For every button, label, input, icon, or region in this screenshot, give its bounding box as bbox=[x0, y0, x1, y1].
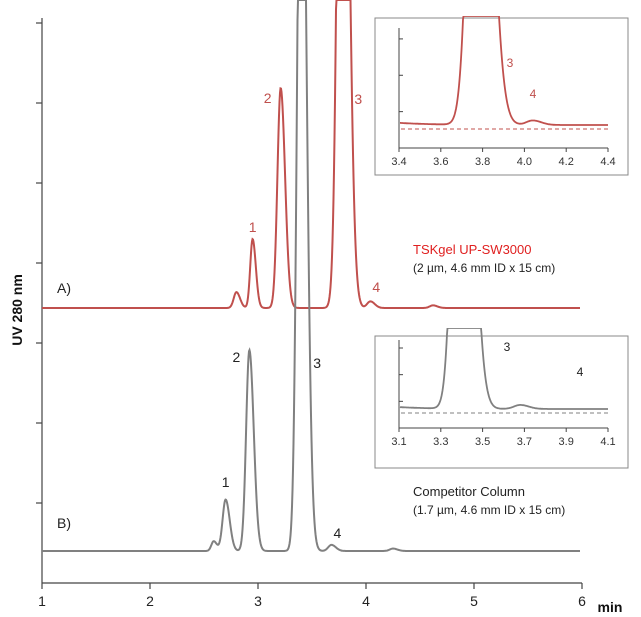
inset-x-tick-label: 4.2 bbox=[559, 156, 574, 168]
inset-x-tick-label: 3.6 bbox=[433, 156, 448, 168]
x-axis-title: min bbox=[598, 599, 623, 615]
peak-label: 2 bbox=[232, 349, 240, 365]
x-tick-label: 3 bbox=[254, 593, 262, 609]
x-tick-label: 1 bbox=[38, 593, 46, 609]
peak-label: 3 bbox=[354, 91, 362, 107]
trace-line-a bbox=[42, 0, 580, 309]
inset-x-tick-label: 3.3 bbox=[433, 436, 448, 448]
trace-b-label: B) bbox=[57, 515, 71, 531]
inset-x-tick-label: 3.1 bbox=[391, 436, 406, 448]
inset-peak-label: 3 bbox=[504, 340, 511, 354]
trace-line-b bbox=[42, 0, 580, 552]
peak-label: 3 bbox=[313, 355, 321, 371]
column-a-desc: (2 µm, 4.6 mm ID x 15 cm) bbox=[413, 261, 555, 275]
x-axis-ticks: 1 2 3 4 5 6 bbox=[38, 583, 586, 609]
x-tick-label: 4 bbox=[362, 593, 370, 609]
column-a-name: TSKgel UP-SW3000 bbox=[413, 242, 532, 257]
x-tick-label: 2 bbox=[146, 593, 154, 609]
y-axis bbox=[36, 18, 43, 583]
peak-label: 2 bbox=[264, 90, 272, 106]
inset-x-tick-label: 3.7 bbox=[517, 436, 532, 448]
peak-label: 1 bbox=[249, 219, 257, 235]
inset-trace-line bbox=[400, 16, 608, 126]
inset-frame bbox=[374, 335, 629, 469]
traces: 1 2 3 4 1 2 3 4 bbox=[42, 0, 580, 552]
x-tick-label: 6 bbox=[578, 593, 586, 609]
inset-x-tick-label: 3.8 bbox=[475, 156, 490, 168]
inset-peak-label: 4 bbox=[577, 365, 584, 379]
inset-x-tick-label: 4.1 bbox=[600, 436, 615, 448]
inset-x-tick-label: 3.4 bbox=[391, 156, 406, 168]
inset-a: 3.4 3.6 3.8 4.0 4.2 4.4 3 4 bbox=[374, 16, 629, 176]
y-axis-ticks bbox=[36, 22, 42, 504]
peak-label: 4 bbox=[372, 279, 380, 295]
x-axis: 1 2 3 4 5 6 bbox=[38, 582, 586, 609]
peak-label: 1 bbox=[222, 474, 230, 490]
inset-x-tick-label: 3.5 bbox=[475, 436, 490, 448]
column-b-desc: (1.7 µm, 4.6 mm ID x 15 cm) bbox=[413, 503, 565, 517]
inset-trace-line bbox=[399, 328, 608, 410]
inset-b: 3.1 3.3 3.5 3.7 3.9 4.1 3 4 bbox=[374, 328, 629, 469]
trace-a-label: A) bbox=[57, 280, 71, 296]
peak-label: 4 bbox=[334, 525, 342, 541]
inset-x-tick-label: 3.9 bbox=[559, 436, 574, 448]
inset-peak-label: 4 bbox=[530, 87, 537, 101]
y-axis-title: UV 280 nm bbox=[9, 274, 25, 346]
inset-x-tick-label: 4.4 bbox=[600, 156, 615, 168]
column-b-name: Competitor Column bbox=[413, 484, 525, 499]
inset-peak-label: 3 bbox=[507, 56, 514, 70]
inset-x-tick-label: 4.0 bbox=[517, 156, 532, 168]
x-tick-label: 5 bbox=[470, 593, 478, 609]
